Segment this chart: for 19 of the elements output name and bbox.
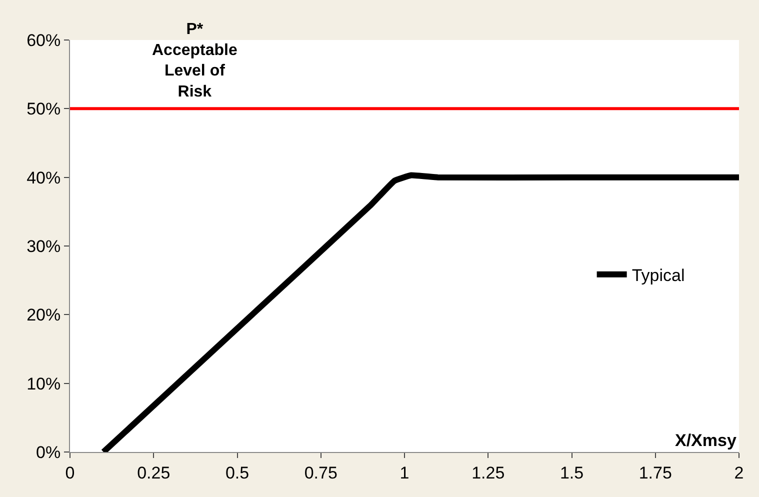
x-tick-label: 0 bbox=[65, 463, 75, 482]
x-tick-label: 1.75 bbox=[638, 463, 672, 482]
y-tick-label: 60% bbox=[26, 30, 61, 50]
x-tick-label: 1.5 bbox=[560, 463, 584, 482]
x-tick-label: 2 bbox=[734, 463, 744, 482]
x-axis-title: X/Xmsy bbox=[675, 431, 737, 450]
x-tick-label: 0.75 bbox=[304, 463, 338, 482]
y-tick-label: 10% bbox=[26, 374, 61, 394]
y-tick-label: 30% bbox=[26, 236, 61, 256]
y-tick-label: 0% bbox=[36, 442, 61, 462]
x-tick-label: 0.5 bbox=[225, 463, 250, 482]
x-tick-label: 1 bbox=[400, 463, 410, 482]
ref-line-label: P* Acceptable Level of Risk bbox=[152, 21, 238, 100]
y-tick-label: 20% bbox=[26, 306, 61, 325]
y-tick-label: 40% bbox=[26, 168, 61, 188]
y-tick-label: 50% bbox=[26, 100, 61, 119]
legend-label: Typical bbox=[632, 266, 685, 286]
x-tick-label: 0.25 bbox=[137, 463, 170, 482]
x-tick-label: 1.25 bbox=[472, 463, 505, 482]
